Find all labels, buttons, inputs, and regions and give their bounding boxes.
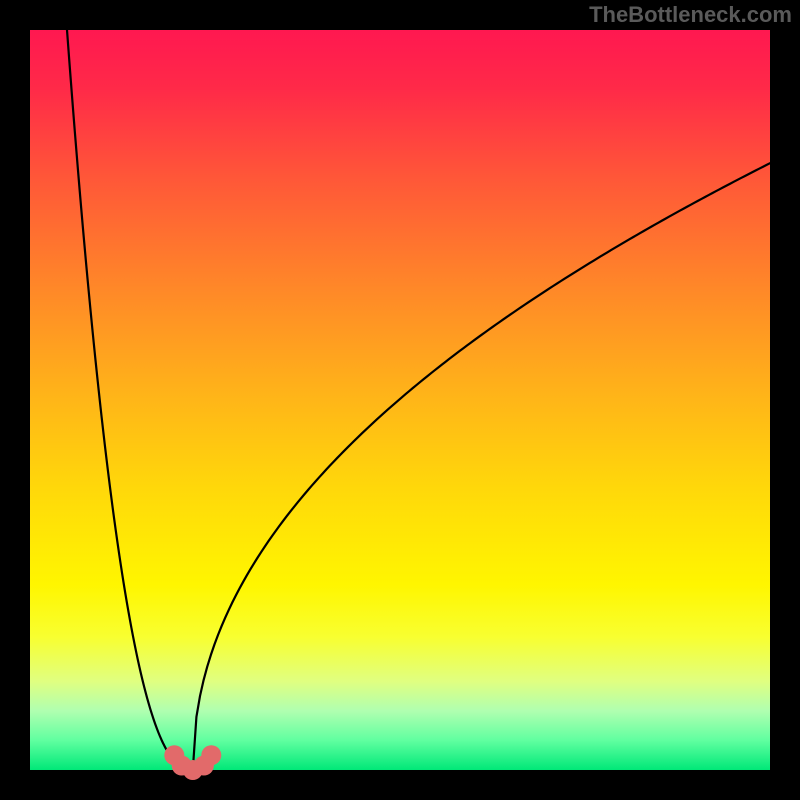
watermark-text: TheBottleneck.com <box>589 2 792 28</box>
bottleneck-chart <box>0 0 800 800</box>
chart-container: TheBottleneck.com <box>0 0 800 800</box>
